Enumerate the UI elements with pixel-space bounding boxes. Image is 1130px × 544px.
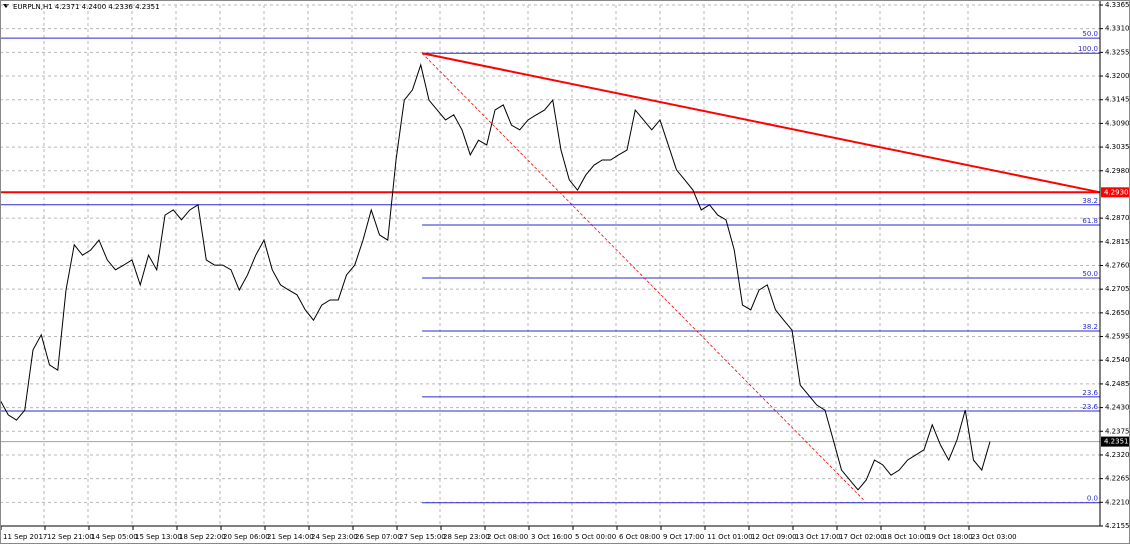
x-tick-label: 23 Oct 03:00 xyxy=(971,533,1017,541)
y-tick-label: 4.2265 xyxy=(1105,475,1130,483)
fib-level-label: 38.2 xyxy=(1082,323,1098,331)
y-tick-label: 4.2210 xyxy=(1105,498,1130,506)
y-tick-label: 4.3310 xyxy=(1105,25,1130,33)
x-tick-label: 13 Oct 17:00 xyxy=(795,533,841,541)
fib-level-label: 23.6 xyxy=(1082,403,1098,411)
y-tick-label: 4.2980 xyxy=(1105,167,1130,175)
price-box-label: 4.2930 xyxy=(1104,188,1129,196)
y-tick-label: 4.2320 xyxy=(1105,451,1130,459)
x-tick-label: 26 Sep 07:00 xyxy=(355,533,402,541)
price-line-series xyxy=(0,63,991,491)
y-tick-label: 4.3090 xyxy=(1105,119,1130,127)
price-box xyxy=(1101,436,1130,447)
x-tick-label: 27 Sep 15:00 xyxy=(399,533,446,541)
fib-level-label: 0.0 xyxy=(1087,495,1098,503)
x-tick-label: 14 Sep 05:00 xyxy=(91,533,138,541)
fib-level-label: 38.2 xyxy=(1082,197,1098,205)
fib-level-label: 50.0 xyxy=(1082,270,1098,278)
x-tick-label: 6 Oct 08:00 xyxy=(619,533,660,541)
x-tick-label: 5 Oct 00:00 xyxy=(575,533,616,541)
x-tick-label: 3 Oct 16:00 xyxy=(531,533,572,541)
y-tick-label: 4.2540 xyxy=(1105,356,1130,364)
x-tick-label: 20 Sep 06:00 xyxy=(223,533,270,541)
chart-header: EURPLN,H1 4.2371 4.2400 4.2336 4.2351 xyxy=(13,3,160,11)
y-tick-label: 4.3145 xyxy=(1105,96,1130,104)
x-tick-label: 19 Oct 18:00 xyxy=(927,533,973,541)
y-tick-label: 4.2485 xyxy=(1105,380,1130,388)
x-tick-label: 12 Sep 21:00 xyxy=(47,533,94,541)
y-tick-label: 4.2595 xyxy=(1105,333,1130,341)
y-tick-label: 4.2705 xyxy=(1105,285,1130,293)
x-tick-label: 21 Sep 14:00 xyxy=(267,533,314,541)
x-tick-label: 9 Oct 17:00 xyxy=(663,533,704,541)
y-tick-label: 4.3200 xyxy=(1105,72,1130,80)
x-tick-label: 18 Sep 22:00 xyxy=(179,533,226,541)
y-tick-label: 4.3035 xyxy=(1105,143,1130,151)
y-tick-label: 4.2430 xyxy=(1105,404,1130,412)
x-tick-label: 11 Oct 01:00 xyxy=(707,533,753,541)
fib-level-label: 100.0 xyxy=(1078,45,1098,53)
x-tick-label: 18 Oct 10:00 xyxy=(883,533,929,541)
y-tick-label: 4.2815 xyxy=(1105,238,1130,246)
y-tick-label: 4.2650 xyxy=(1105,309,1130,317)
x-tick-label: 15 Sep 13:00 xyxy=(135,533,182,541)
fib-level-label: 50.0 xyxy=(1082,30,1098,38)
price-box-label: 4.2351 xyxy=(1104,438,1129,446)
x-tick-label: 24 Sep 23:00 xyxy=(311,533,358,541)
x-tick-label: 12 Oct 09:00 xyxy=(751,533,797,541)
fib-level-label: 23.6 xyxy=(1082,389,1098,397)
x-tick-label: 28 Sep 23:00 xyxy=(443,533,490,541)
trendline xyxy=(421,52,1101,194)
y-tick-label: 4.2155 xyxy=(1105,522,1130,530)
y-tick-label: 4.3255 xyxy=(1105,48,1130,56)
x-tick-label: 11 Sep 2017 xyxy=(3,533,47,541)
price-box xyxy=(1101,187,1130,198)
y-tick-label: 4.2760 xyxy=(1105,262,1130,270)
y-tick-label: 4.3365 xyxy=(1105,1,1130,9)
fib-level-label: 61.8 xyxy=(1082,217,1098,225)
y-tick-label: 4.2375 xyxy=(1105,427,1130,435)
y-tick-label: 4.2870 xyxy=(1105,214,1130,222)
x-tick-label: 2 Oct 08:00 xyxy=(487,533,528,541)
x-tick-label: 17 Oct 02:00 xyxy=(839,533,885,541)
